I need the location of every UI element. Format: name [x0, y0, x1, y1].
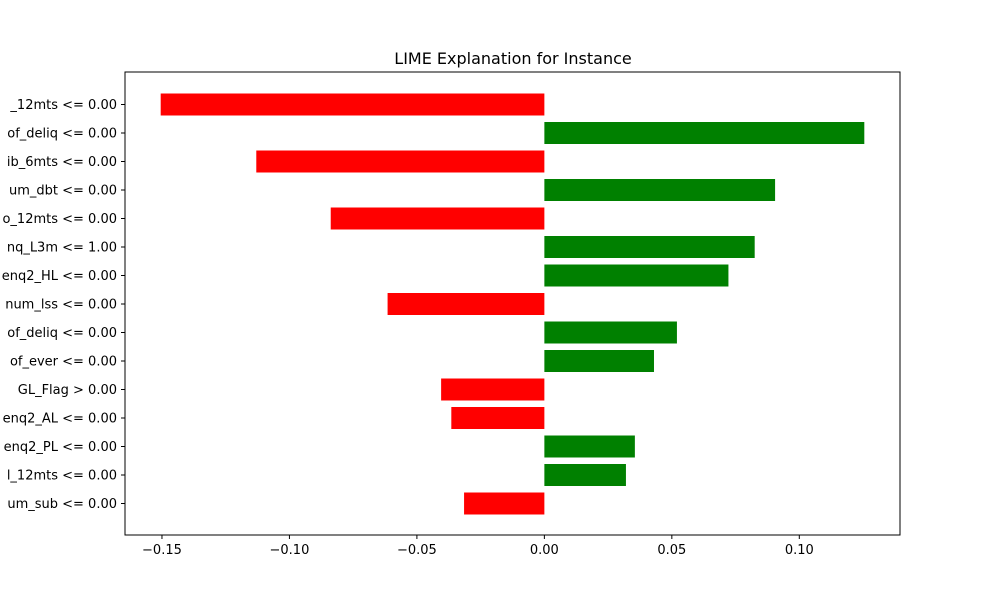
- y-tick-label-10: GL_Flag > 0.00: [18, 383, 117, 398]
- y-tick-label-0: _12mts <= 0.00: [9, 98, 117, 113]
- y-tick-label-14: um_sub <= 0.00: [7, 497, 117, 512]
- y-axis: _12mts <= 0.00 of_deliq <= 0.00 ib_6mts <=…: [2, 98, 125, 512]
- bar-11: [451, 407, 545, 429]
- bars-group: [160, 93, 865, 515]
- x-tick-label-5: 0.10: [785, 543, 814, 558]
- bar-7: [387, 293, 545, 315]
- x-axis: −0.15 −0.10 −0.05 0.00 0.05 0.10: [142, 535, 814, 558]
- y-tick-label-2: ib_6mts <= 0.00: [7, 155, 117, 170]
- bar-2: [256, 150, 545, 173]
- bar-6: [544, 264, 729, 287]
- y-tick-label-4: o_12mts <= 0.00: [2, 212, 117, 227]
- bar-12: [544, 435, 635, 458]
- y-tick-label-1: of_deliq <= 0.00: [7, 127, 117, 142]
- y-tick-label-3: um_dbt <= 0.00: [9, 184, 117, 199]
- y-tick-label-9: of_ever <= 0.00: [10, 355, 117, 370]
- bar-8: [544, 321, 677, 344]
- y-tick-label-5: nq_L3m <= 1.00: [7, 241, 117, 256]
- x-tick-label-1: −0.10: [270, 543, 310, 558]
- bar-0: [160, 93, 545, 116]
- y-tick-label-7: num_lss <= 0.00: [5, 298, 117, 313]
- bar-14: [464, 492, 545, 515]
- bar-9: [544, 350, 654, 372]
- x-tick-label-3: 0.00: [530, 543, 559, 558]
- y-tick-label-12: enq2_PL <= 0.00: [4, 440, 117, 455]
- chart-title: LIME Explanation for Instance: [394, 49, 631, 68]
- x-tick-label-4: 0.05: [657, 543, 686, 558]
- x-tick-label-0: −0.15: [142, 543, 182, 558]
- x-tick-label-2: −0.05: [397, 543, 437, 558]
- y-tick-label-6: enq2_HL <= 0.00: [2, 269, 117, 284]
- bar-5: [544, 236, 755, 258]
- bar-10: [441, 378, 545, 401]
- bar-3: [544, 179, 776, 201]
- bar-4: [330, 207, 545, 230]
- bar-1: [544, 122, 865, 144]
- y-tick-label-11: enq2_AL <= 0.00: [3, 412, 117, 427]
- bar-13: [544, 464, 626, 486]
- y-tick-label-8: of_deliq <= 0.00: [7, 326, 117, 341]
- y-tick-label-13: l_12mts <= 0.00: [7, 469, 117, 484]
